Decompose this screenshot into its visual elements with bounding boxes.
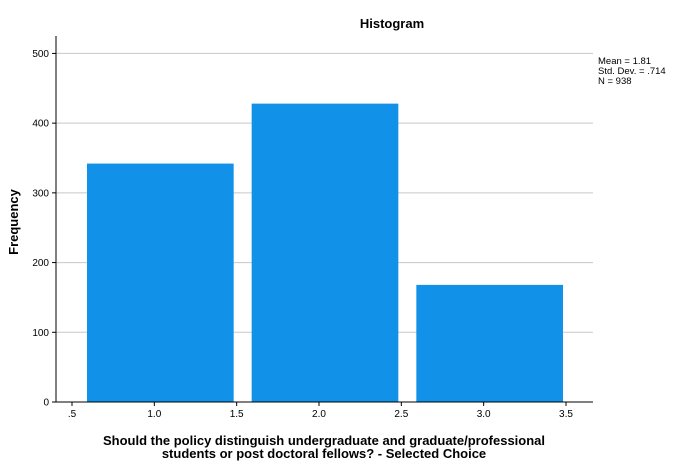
histogram-bar-1 <box>87 163 234 402</box>
histogram-bar-2 <box>251 103 399 402</box>
bars <box>87 103 563 402</box>
x-tick-label: 3.0 <box>477 409 491 420</box>
y-tick-label: 500 <box>32 49 49 60</box>
summary-stats: Mean = 1.81 Std. Dev. = .714 N = 938 <box>598 56 666 87</box>
stat-std-dev: Std. Dev. = .714 <box>598 66 666 77</box>
x-axis-label-line-1: Should the policy distinguish undergradu… <box>103 433 545 448</box>
y-tick-label: 400 <box>32 119 49 130</box>
y-axis-ticks: 0 100 200 300 400 500 <box>32 49 56 409</box>
x-axis-label-line-2: students or post doctoral fellows? - Sel… <box>162 446 486 461</box>
y-tick-label: 100 <box>32 328 49 339</box>
axes <box>55 36 593 403</box>
x-tick-label: 1.5 <box>230 409 244 420</box>
y-tick-label: 0 <box>43 398 49 409</box>
y-tick-label: 200 <box>32 258 49 269</box>
x-tick-label: 2.0 <box>312 409 326 420</box>
chart-title: Histogram <box>360 16 424 31</box>
x-tick-label: .5 <box>68 409 77 420</box>
y-axis-label: Frequency <box>6 188 21 255</box>
x-tick-label: 1.0 <box>147 409 161 420</box>
stat-mean: Mean = 1.81 <box>598 56 651 67</box>
stat-n: N = 938 <box>598 76 632 87</box>
histogram-bar-3 <box>416 284 563 402</box>
x-tick-label: 3.5 <box>559 409 573 420</box>
y-tick-label: 300 <box>32 188 49 199</box>
x-axis-ticks: .5 1.0 1.5 2.0 2.5 3.0 3.5 <box>68 402 573 420</box>
x-tick-label: 2.5 <box>394 409 408 420</box>
